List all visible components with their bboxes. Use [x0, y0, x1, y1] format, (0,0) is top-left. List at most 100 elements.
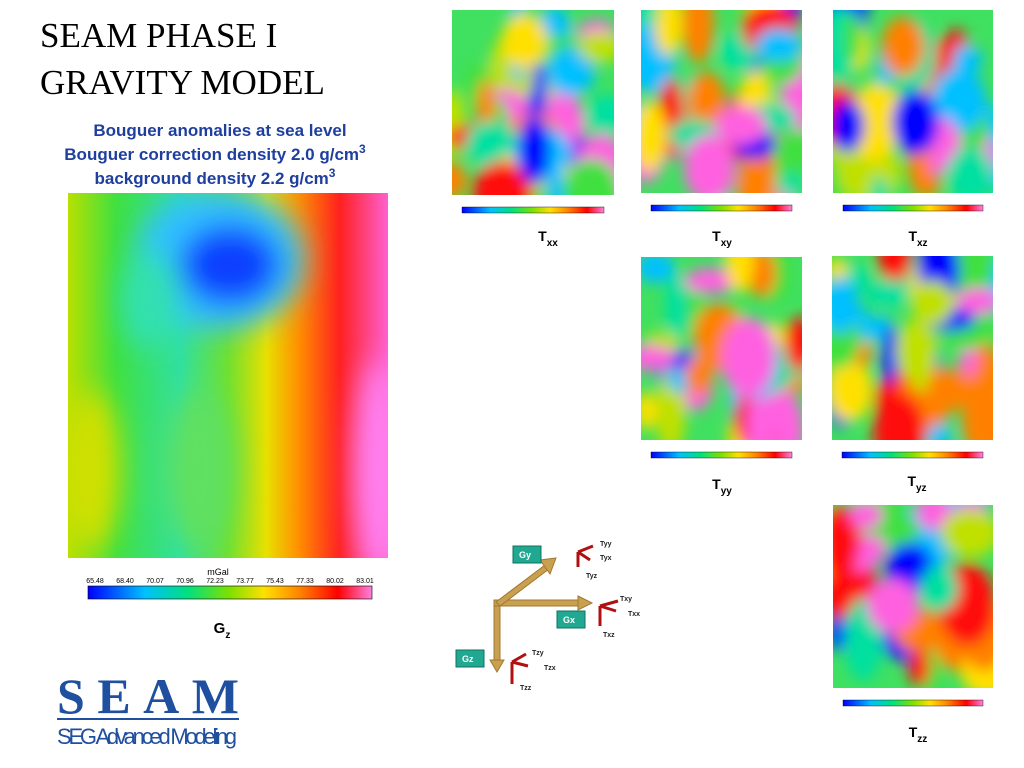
label-main: T — [712, 228, 721, 244]
subtitle-text: Bouguer correction density 2.0 g/cm — [64, 145, 359, 164]
blob — [862, 88, 905, 151]
subtitle-text: background density 2.2 g/cm — [95, 169, 329, 188]
blob — [641, 100, 667, 173]
map-label: Txy — [712, 228, 732, 249]
blob — [683, 10, 715, 63]
blob — [784, 170, 802, 193]
blob — [736, 155, 777, 193]
scale-label: 80.02 — [326, 578, 344, 585]
blob — [785, 316, 802, 372]
blob — [927, 424, 953, 440]
component-label: Tzz — [520, 685, 532, 692]
tensor-map: Tyz — [832, 256, 993, 494]
map-label: Tyz — [907, 473, 926, 494]
colorbar — [842, 204, 984, 212]
blob — [867, 578, 919, 633]
map-field — [833, 505, 993, 688]
blob — [870, 176, 889, 193]
subtitle: Bouguer anomalies at sea level — [93, 121, 346, 140]
scale-label: 73.77 — [236, 578, 254, 585]
blob — [864, 279, 909, 309]
blobs — [832, 256, 993, 440]
blob — [895, 319, 938, 382]
map-field — [832, 256, 993, 440]
blob — [877, 256, 912, 283]
blob — [518, 115, 551, 185]
title-line: SEAM PHASE I — [40, 16, 277, 55]
blob — [684, 134, 735, 193]
colorbar — [841, 451, 984, 459]
logo-name: SEAM — [57, 668, 239, 724]
tensor-map: Txx — [452, 10, 614, 249]
component-label: Txy — [620, 596, 632, 603]
blob — [833, 100, 865, 152]
blobs — [833, 10, 993, 193]
subtitle: Bouguer correction density 2.0 g/cm3 — [64, 142, 366, 164]
label-sub: yz — [916, 483, 927, 494]
blob — [578, 30, 614, 63]
colorbar — [842, 699, 984, 707]
blob — [833, 571, 854, 620]
superscript: 3 — [329, 166, 336, 180]
blob — [843, 12, 863, 65]
blobs — [452, 10, 614, 195]
label-sub: z — [225, 630, 230, 641]
scale-label: 72.23 — [206, 578, 224, 585]
scale-label: 83.01 — [356, 578, 374, 585]
scale-label: 70.96 — [176, 578, 194, 585]
subtitle: background density 2.2 g/cm3 — [95, 166, 336, 188]
blob — [833, 513, 859, 582]
axis-box-label: Gx — [563, 615, 575, 625]
blob — [452, 162, 467, 195]
tensor-map: Txz — [833, 10, 993, 249]
blob — [910, 280, 954, 326]
blob — [721, 317, 776, 397]
blob — [849, 505, 883, 529]
label-main: T — [712, 476, 721, 492]
blob — [687, 71, 726, 130]
unit-label: mGal — [207, 567, 229, 577]
blob — [832, 258, 847, 284]
blobs — [641, 10, 802, 193]
colorbar — [461, 206, 605, 214]
label-sub: yy — [721, 486, 733, 497]
axis-diagram: Gy Gx Gz Tyy Tyx Tyz Txy Txx Txz Tzy Tzx Tzz — [455, 541, 640, 692]
map-label: Gz — [214, 620, 231, 641]
label-main: T — [538, 228, 547, 244]
map-field — [641, 257, 802, 440]
blobs — [833, 505, 993, 688]
tensor-map: Tyy — [641, 257, 802, 497]
blob — [940, 508, 993, 558]
scale-label: 65.48 — [86, 578, 104, 585]
tensor-map: Tzz — [833, 505, 993, 745]
blob — [881, 17, 925, 76]
label-sub: xz — [917, 238, 928, 249]
map-label: Tyy — [712, 476, 732, 497]
component-label: Tyx — [600, 555, 612, 562]
blob — [665, 272, 688, 342]
label-main: T — [908, 228, 917, 244]
logo-rule — [57, 718, 239, 720]
blob — [654, 10, 683, 56]
blob — [501, 13, 547, 69]
blob — [961, 378, 993, 440]
label-main: T — [909, 724, 918, 740]
label-main: T — [907, 473, 916, 489]
label-main: G — [214, 620, 226, 637]
map-label: Txz — [908, 228, 927, 249]
colorbar — [650, 451, 793, 459]
label-sub: xx — [547, 238, 559, 249]
blob — [724, 257, 755, 293]
blob — [746, 387, 774, 440]
blob — [832, 277, 860, 334]
map-label: Txx — [538, 228, 558, 249]
component-label: Tzy — [532, 650, 544, 657]
blob — [641, 345, 675, 371]
blobs — [641, 257, 802, 440]
logo-tagline: SEG Advanced Modeling — [57, 724, 237, 749]
label-sub: zz — [917, 734, 927, 745]
blob — [747, 257, 776, 298]
component-label: Tyz — [586, 573, 598, 580]
map-label: Tzz — [909, 724, 928, 745]
